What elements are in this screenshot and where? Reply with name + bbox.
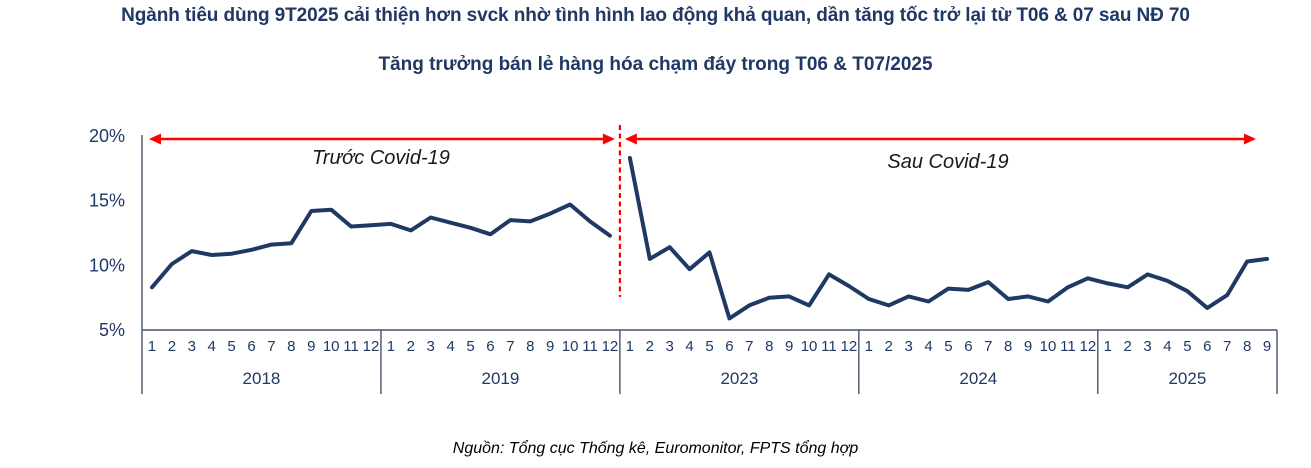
month-tick-label: 6 bbox=[1203, 338, 1211, 355]
month-tick-label: 11 bbox=[343, 338, 359, 355]
year-label: 2023 bbox=[720, 369, 758, 388]
month-tick-label: 12 bbox=[363, 338, 380, 355]
month-tick-label: 3 bbox=[427, 338, 435, 355]
month-tick-label: 4 bbox=[924, 338, 932, 355]
month-tick-label: 5 bbox=[227, 338, 235, 355]
post-covid-arrow-left-head bbox=[624, 133, 637, 145]
month-tick-label: 12 bbox=[602, 338, 619, 355]
month-tick-label: 6 bbox=[486, 338, 494, 355]
annotation-pre-covid: Trước Covid-19 bbox=[312, 147, 450, 169]
month-tick-label: 12 bbox=[1079, 338, 1096, 355]
month-tick-label: 2 bbox=[407, 338, 415, 355]
year-label: 2025 bbox=[1168, 369, 1206, 388]
month-tick-label: 1 bbox=[387, 338, 395, 355]
month-tick-label: 3 bbox=[1143, 338, 1151, 355]
y-tick-label: 15% bbox=[89, 191, 125, 211]
post-covid-arrow-right-head bbox=[1244, 133, 1256, 145]
month-tick-label: 1 bbox=[148, 338, 156, 355]
year-label: 2024 bbox=[959, 369, 997, 388]
month-tick-label: 2 bbox=[1123, 338, 1131, 355]
month-tick-label: 10 bbox=[1040, 338, 1057, 355]
month-tick-label: 9 bbox=[546, 338, 554, 355]
month-tick-label: 8 bbox=[1004, 338, 1012, 355]
month-tick-label: 10 bbox=[562, 338, 579, 355]
chart-title: Tăng trưởng bán lẻ hàng hóa chạm đáy tro… bbox=[378, 54, 933, 75]
y-tick-label: 10% bbox=[89, 255, 125, 275]
month-tick-label: 11 bbox=[582, 338, 598, 355]
month-tick-label: 4 bbox=[208, 338, 216, 355]
year-label: 2019 bbox=[482, 369, 520, 388]
month-tick-label: 12 bbox=[841, 338, 858, 355]
year-label: 2018 bbox=[243, 369, 281, 388]
month-tick-label: 8 bbox=[765, 338, 773, 355]
y-tick-label: 20% bbox=[89, 126, 125, 146]
month-tick-label: 11 bbox=[1060, 338, 1076, 355]
pre-covid-arrow-right-head bbox=[602, 133, 615, 145]
month-tick-label: 4 bbox=[685, 338, 693, 355]
month-tick-label: 2 bbox=[885, 338, 893, 355]
month-tick-label: 5 bbox=[705, 338, 713, 355]
page-title: Ngành tiêu dùng 9T2025 cải thiện hơn svc… bbox=[121, 5, 1190, 26]
month-tick-label: 5 bbox=[466, 338, 474, 355]
month-tick-label: 2 bbox=[646, 338, 654, 355]
month-tick-label: 7 bbox=[506, 338, 514, 355]
month-tick-label: 7 bbox=[745, 338, 753, 355]
month-tick-label: 9 bbox=[785, 338, 793, 355]
month-tick-label: 1 bbox=[626, 338, 634, 355]
month-tick-label: 11 bbox=[821, 338, 837, 355]
month-tick-label: 7 bbox=[267, 338, 275, 355]
month-tick-label: 6 bbox=[247, 338, 255, 355]
month-tick-label: 2 bbox=[168, 338, 176, 355]
month-tick-label: 6 bbox=[964, 338, 972, 355]
month-tick-label: 8 bbox=[287, 338, 295, 355]
month-tick-label: 10 bbox=[801, 338, 818, 355]
month-tick-label: 9 bbox=[307, 338, 315, 355]
y-tick-label: 5% bbox=[99, 320, 125, 340]
source-note: Nguồn: Tổng cục Thống kê, Euromonitor, F… bbox=[452, 440, 859, 457]
series-line-post-covid bbox=[627, 156, 1269, 321]
month-tick-label: 5 bbox=[944, 338, 952, 355]
month-tick-label: 1 bbox=[865, 338, 873, 355]
month-tick-label: 8 bbox=[526, 338, 534, 355]
month-tick-label: 6 bbox=[725, 338, 733, 355]
month-tick-label: 3 bbox=[904, 338, 912, 355]
month-tick-label: 5 bbox=[1183, 338, 1191, 355]
month-tick-label: 9 bbox=[1024, 338, 1032, 355]
month-tick-label: 9 bbox=[1263, 338, 1271, 355]
month-tick-label: 4 bbox=[446, 338, 454, 355]
annotation-post-covid: Sau Covid-19 bbox=[887, 151, 1009, 173]
month-tick-label: 4 bbox=[1163, 338, 1171, 355]
month-tick-label: 7 bbox=[984, 338, 992, 355]
month-tick-label: 7 bbox=[1223, 338, 1231, 355]
month-tick-label: 1 bbox=[1104, 338, 1112, 355]
month-tick-label: 3 bbox=[666, 338, 674, 355]
series-line-pre-covid bbox=[150, 202, 612, 290]
month-tick-label: 8 bbox=[1243, 338, 1251, 355]
month-tick-label: 3 bbox=[188, 338, 196, 355]
pre-covid-arrow-left-head bbox=[149, 133, 161, 145]
month-tick-label: 10 bbox=[323, 338, 340, 355]
